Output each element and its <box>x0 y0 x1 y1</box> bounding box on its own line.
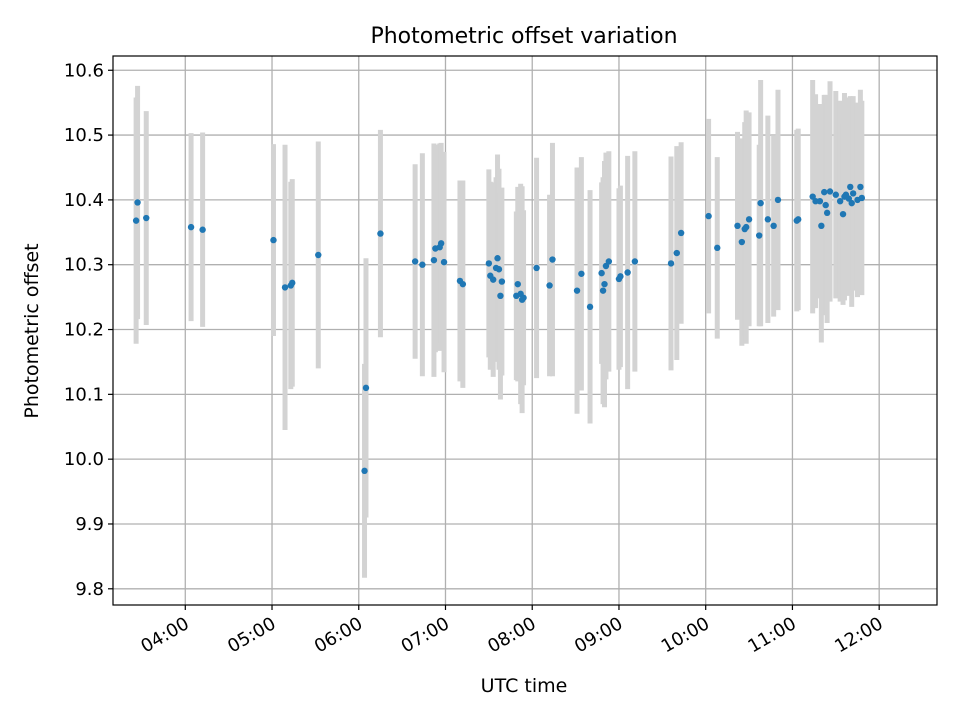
data-point <box>497 292 504 300</box>
data-point <box>578 270 585 277</box>
data-point <box>821 188 828 196</box>
y-axis-ticks: 9.8 9.9 10.0 10.1 10.2 10.3 10.4 10.5 10.6 <box>64 60 113 600</box>
data-point <box>601 280 608 288</box>
data-point <box>631 258 639 265</box>
data-point <box>818 222 825 230</box>
data-point <box>857 183 864 191</box>
data-point <box>520 294 527 301</box>
data-point <box>757 199 764 207</box>
data-point <box>816 197 824 205</box>
data-point <box>714 244 721 252</box>
data-point <box>459 280 467 288</box>
data-point <box>836 197 844 205</box>
data-point <box>270 236 277 244</box>
data-point <box>734 222 741 230</box>
data-point <box>573 287 581 294</box>
plot-frame <box>112 55 938 606</box>
y-tick-label: 10.5 <box>64 125 104 146</box>
data-point <box>199 226 206 233</box>
data-point <box>832 191 840 198</box>
data-point <box>809 193 816 200</box>
data-point <box>742 223 750 231</box>
data-point <box>598 269 605 277</box>
data-point <box>673 249 680 257</box>
data-point <box>677 229 685 237</box>
data-point <box>485 260 493 267</box>
data-point <box>823 209 831 217</box>
data-point <box>187 223 195 231</box>
data-point <box>599 287 607 294</box>
data-point <box>624 269 631 276</box>
data-point <box>419 261 426 268</box>
data-point <box>617 273 624 280</box>
data-point <box>489 276 497 283</box>
data-point <box>602 262 610 270</box>
data-point <box>826 188 834 195</box>
chart-title: Photometric offset variation <box>370 24 677 49</box>
data-point <box>440 258 448 266</box>
data-point <box>705 212 712 220</box>
data-point <box>858 194 866 202</box>
data-point <box>549 256 556 263</box>
data-point <box>770 222 777 230</box>
y-tick-label: 10.6 <box>64 60 104 81</box>
data-point <box>795 216 802 223</box>
data-point <box>430 256 438 264</box>
data-point <box>494 255 501 262</box>
data-point <box>546 282 553 289</box>
data-point <box>848 199 855 207</box>
data-point <box>437 240 445 247</box>
data-point <box>738 238 746 246</box>
data-point <box>411 258 419 265</box>
y-tick-label: 9.9 <box>75 514 104 535</box>
data-point <box>822 201 829 209</box>
y-tick-label: 10.4 <box>64 190 104 211</box>
data-point <box>361 467 368 475</box>
y-tick-label: 10.1 <box>64 384 104 405</box>
data-point <box>533 264 540 272</box>
data-point <box>289 279 296 287</box>
data-point <box>847 183 854 191</box>
data-point <box>849 190 857 197</box>
data-point <box>755 232 763 239</box>
data-point <box>605 258 613 265</box>
point-layer <box>132 183 866 475</box>
y-tick-label: 10.3 <box>64 255 104 276</box>
data-point <box>143 214 150 222</box>
data-point <box>134 199 141 206</box>
data-point <box>377 230 384 237</box>
x-axis-label: UTC time <box>481 675 568 697</box>
data-point <box>745 216 753 223</box>
y-tick-label: 9.8 <box>75 579 104 600</box>
data-point <box>498 278 506 285</box>
data-point <box>362 384 370 392</box>
y-tick-label: 10.2 <box>64 320 104 341</box>
data-point <box>774 196 782 204</box>
data-point <box>132 217 140 224</box>
data-point <box>845 195 853 202</box>
y-axis-label: Photometric offset <box>21 243 43 418</box>
data-point <box>667 260 675 267</box>
data-point <box>839 210 847 218</box>
data-point <box>495 266 503 273</box>
data-point <box>514 280 521 288</box>
data-point <box>764 216 772 223</box>
data-point <box>281 284 289 291</box>
data-point <box>586 303 594 311</box>
data-point <box>315 251 322 259</box>
y-tick-label: 10.0 <box>64 449 104 470</box>
